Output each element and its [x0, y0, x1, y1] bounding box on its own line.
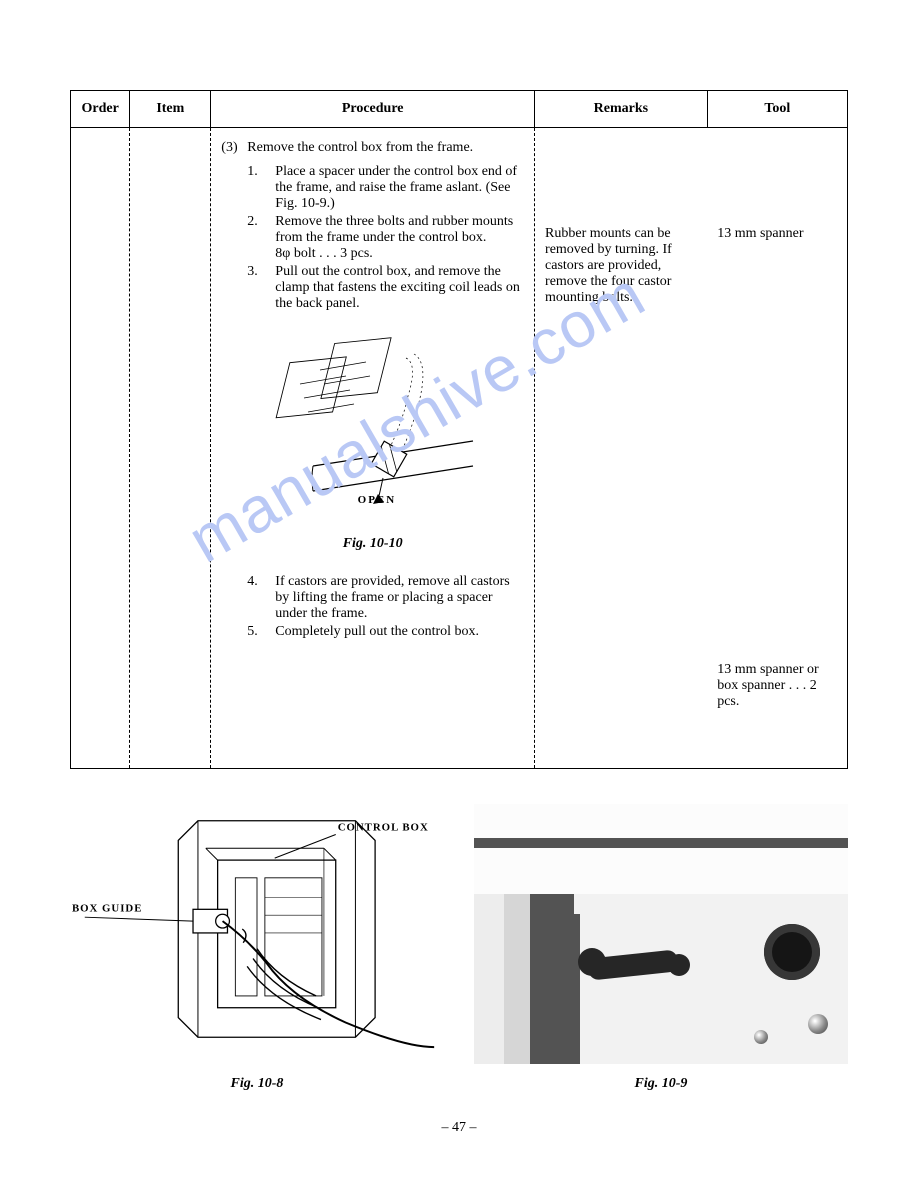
- substep-number: 4.: [247, 574, 271, 590]
- th-tool: Tool: [707, 91, 847, 128]
- table-header-row: Order Item Procedure Remarks Tool: [71, 91, 848, 128]
- th-order: Order: [71, 91, 130, 128]
- fig-10-9-caption: Fig. 10-9: [474, 1076, 848, 1092]
- cell-tool: 13 mm spanner 13 mm spanner or box spann…: [707, 128, 847, 768]
- control-box-label: CONTROL BOX: [338, 822, 429, 834]
- box-guide-label: BOX GUIDE: [72, 902, 142, 914]
- cell-item: [130, 128, 210, 768]
- bottom-figures: BOX GUIDE CONTROL BOX Fig. 10-8 Fig. 10-…: [70, 799, 848, 1092]
- substep-number: 2.: [247, 214, 271, 230]
- figure-10-8: BOX GUIDE CONTROL BOX Fig. 10-8: [70, 799, 444, 1092]
- cell-remarks: Rubber mounts can be removed by turning.…: [535, 128, 707, 768]
- tool-text-bottom: 13 mm spanner or box spanner . . . 2 pcs…: [717, 662, 837, 710]
- substep: 1. Place a spacer under the control box …: [247, 164, 524, 212]
- substep-text: Completely pull out the control box.: [275, 624, 479, 639]
- substep-text: If castors are provided, remove all cast…: [275, 574, 509, 621]
- th-remarks: Remarks: [535, 91, 708, 128]
- step-title: Remove the control box from the frame.: [247, 140, 524, 156]
- substep: 5. Completely pull out the control box.: [247, 624, 524, 640]
- tool-text-top: 13 mm spanner: [717, 226, 837, 242]
- remarks-text: Rubber mounts can be removed by turning.…: [545, 226, 697, 306]
- substep-number: 3.: [247, 264, 271, 280]
- substep-text: Pull out the control box, and remove the…: [275, 264, 520, 311]
- substep-number: 1.: [247, 164, 271, 180]
- substep-number: 5.: [247, 624, 271, 640]
- cell-order: [71, 128, 129, 768]
- figure-10-10: OPEN: [258, 326, 488, 526]
- procedure-table: Order Item Procedure Remarks Tool (3) Re…: [70, 90, 848, 769]
- fig-10-8-svg: BOX GUIDE CONTROL BOX: [70, 799, 444, 1059]
- step-number: (3): [221, 140, 247, 156]
- substep: 4. If castors are provided, remove all c…: [247, 574, 524, 622]
- open-label: OPEN: [358, 494, 397, 506]
- th-procedure: Procedure: [211, 91, 535, 128]
- substep-text: Remove the three bolts and rubber mounts…: [275, 214, 513, 261]
- substep: 2. Remove the three bolts and rubber mou…: [247, 214, 524, 262]
- figure-10-9: Fig. 10-9: [474, 804, 848, 1092]
- fig-10-8-caption: Fig. 10-8: [70, 1076, 444, 1092]
- cell-procedure: (3) Remove the control box from the fram…: [211, 128, 534, 768]
- fig-10-9-photo: [474, 804, 848, 1064]
- table-row: (3) Remove the control box from the fram…: [71, 128, 848, 769]
- substep-text: Place a spacer under the control box end…: [275, 164, 517, 211]
- page-number: – 47 –: [70, 1120, 848, 1136]
- th-item: Item: [130, 91, 211, 128]
- fig-10-10-caption: Fig. 10-10: [221, 536, 524, 552]
- substep: 3. Pull out the control box, and remove …: [247, 264, 524, 312]
